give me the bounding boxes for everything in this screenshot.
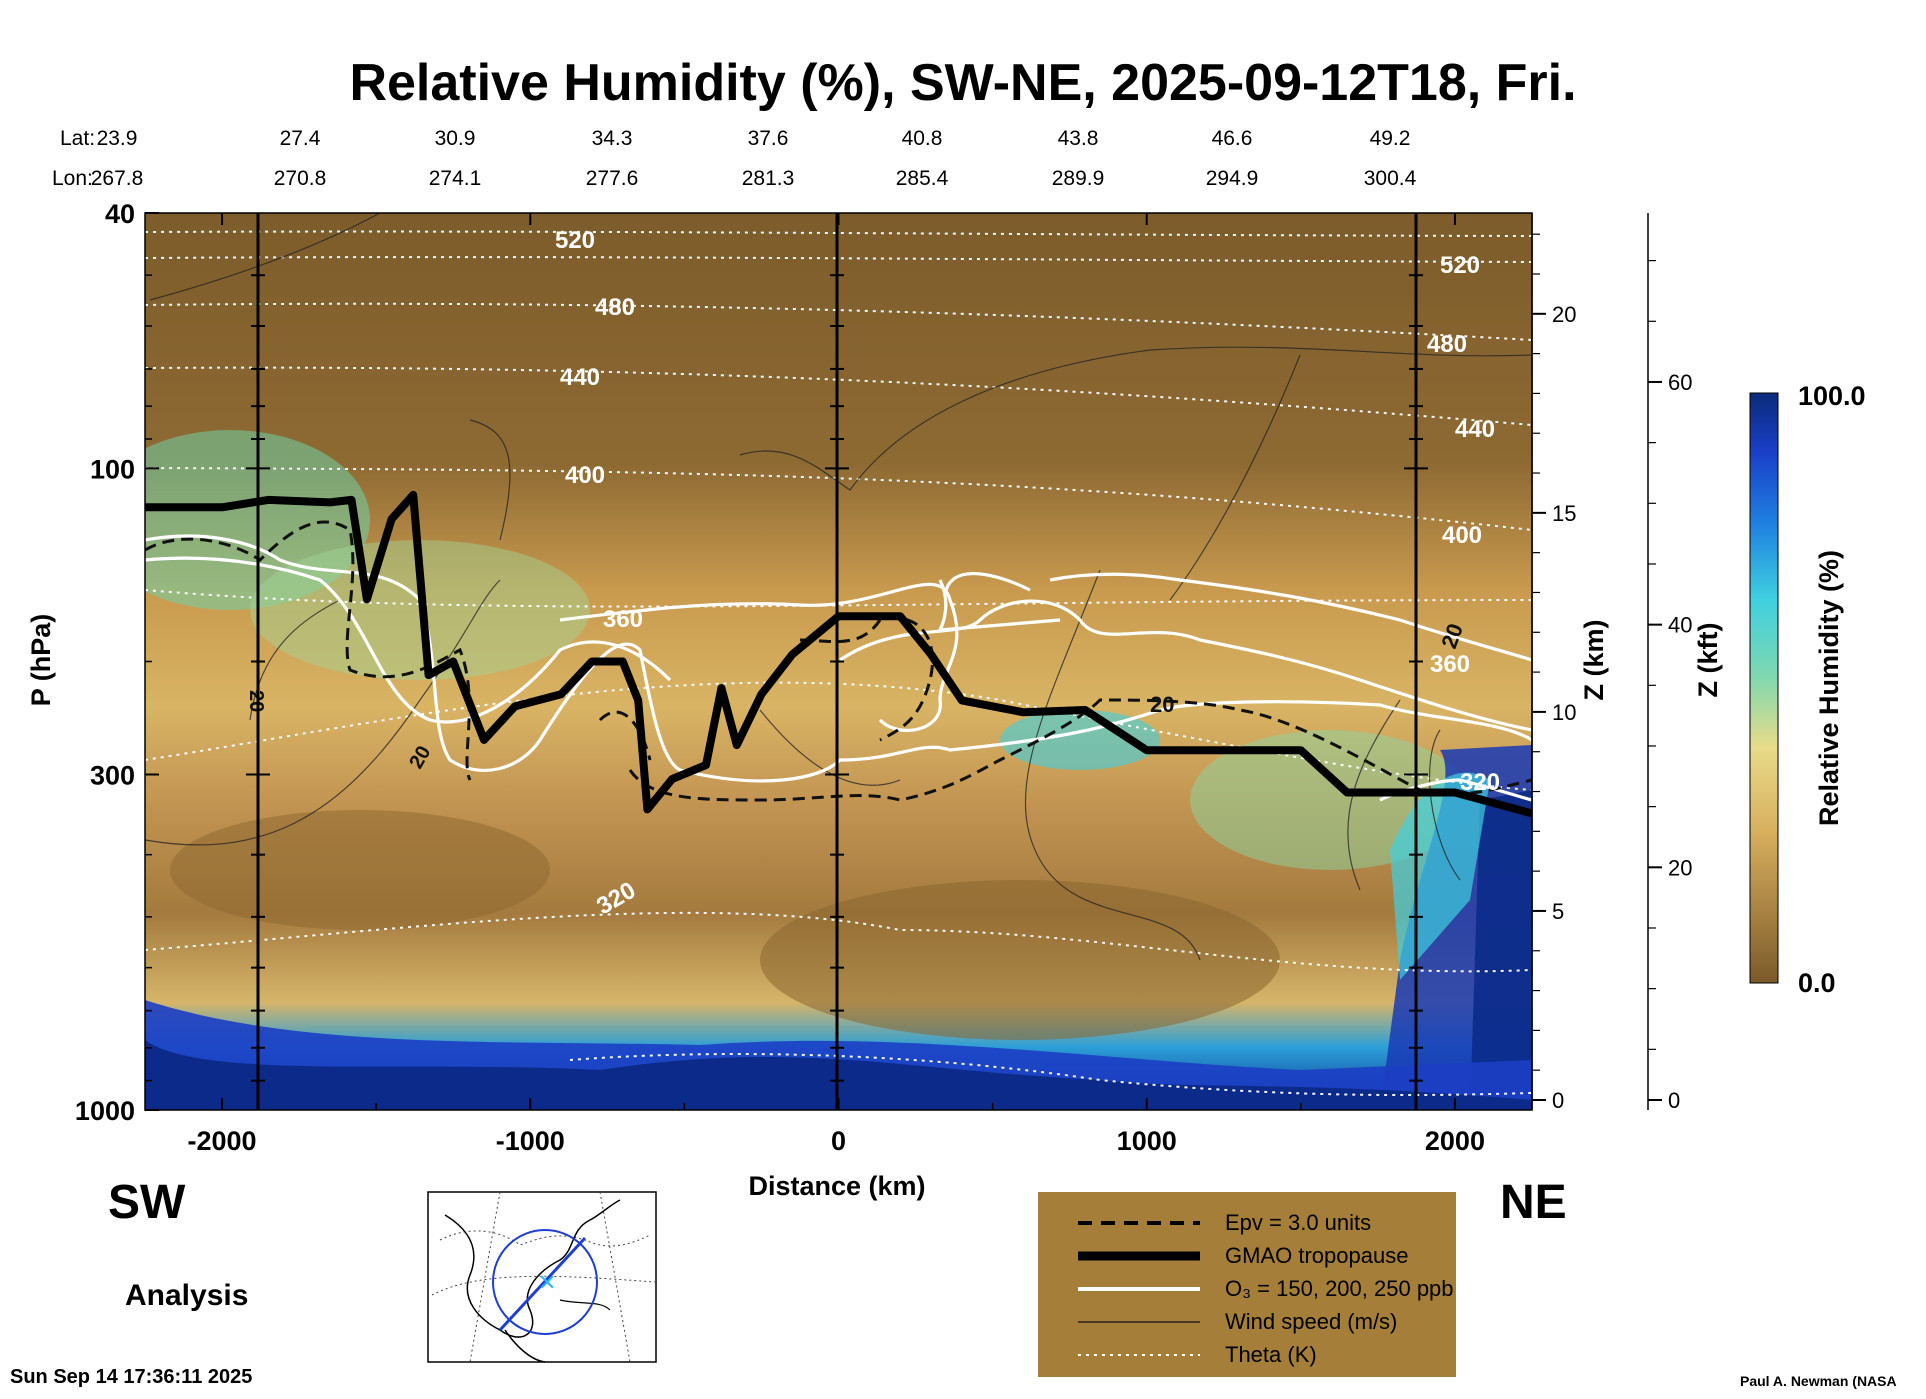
- theta-label-400: 400: [565, 462, 605, 489]
- tropopause-line: [145, 490, 1532, 818]
- lon-value: 294.9: [1206, 167, 1259, 190]
- y-tick-label: 100: [90, 454, 135, 484]
- lat-value: 23.9: [97, 127, 138, 150]
- lat-value: 27.4: [280, 127, 321, 150]
- lon-value: 267.8: [91, 167, 144, 190]
- lat-value: 49.2: [1370, 127, 1411, 150]
- lat-value: 43.8: [1058, 127, 1099, 150]
- z-kft-tick-label: 20: [1668, 855, 1692, 880]
- theta-label-480-right: 480: [1427, 331, 1467, 358]
- z-km-tick-label: 5: [1552, 899, 1564, 924]
- legend-wind-label: Wind speed (m/s): [1225, 1309, 1397, 1334]
- lat-value: 30.9: [435, 127, 476, 150]
- lon-value: 289.9: [1052, 167, 1105, 190]
- y-tick-label: 40: [105, 199, 135, 229]
- lon-value: 277.6: [586, 167, 639, 190]
- lon-value: 274.1: [429, 167, 482, 190]
- epv-contours: [145, 520, 1532, 802]
- section-marker-ticks: [246, 274, 1428, 1082]
- legend-epv-label: Epv = 3.0 units: [1225, 1210, 1371, 1235]
- legend: Epv = 3.0 units GMAO tropopause O₃ = 150…: [1038, 1192, 1456, 1377]
- theta-label-480: 480: [595, 294, 635, 321]
- rh-wet-right-core: [1470, 790, 1532, 1110]
- theta-label-360-right: 360: [1430, 651, 1470, 678]
- inset-map: ✕: [427, 1191, 657, 1363]
- z-kft-tick-label: 40: [1668, 613, 1692, 638]
- theta-label-520-right: 520: [1440, 252, 1480, 279]
- rh-dry-patch-left: [170, 810, 550, 930]
- theta-label-400-right: 400: [1442, 522, 1482, 549]
- colorbar-max: 100.0: [1798, 381, 1866, 411]
- rh-field: 520 480 440 400 360 320 520 480 440 400 …: [145, 213, 1532, 1110]
- wind-label-1: 20: [245, 690, 267, 712]
- lat-value: 37.6: [748, 127, 789, 150]
- colorbar: [1749, 392, 1779, 984]
- z-km-tick-label: 20: [1552, 302, 1576, 327]
- z-km-tick-label: 0: [1552, 1088, 1564, 1113]
- theta-label-360: 360: [603, 606, 643, 633]
- wind-label-3: 20: [1150, 692, 1174, 717]
- credit: Paul A. Newman (NASA: [1740, 1373, 1897, 1389]
- lon-value: 285.4: [896, 167, 949, 190]
- x-tick-label: -2000: [188, 1126, 257, 1156]
- y-tick-label: 300: [90, 760, 135, 790]
- theta-label-520: 520: [555, 227, 595, 254]
- lon-value: 300.4: [1364, 167, 1417, 190]
- chart-title: Relative Humidity (%), SW-NE, 2025-09-12…: [349, 54, 1576, 112]
- z-kft-tick-label: 0: [1668, 1088, 1680, 1113]
- x-tick-label: 1000: [1117, 1126, 1177, 1156]
- lon-value: 270.8: [274, 167, 327, 190]
- x-tick-label: -1000: [496, 1126, 565, 1156]
- theta-label-440: 440: [560, 364, 600, 391]
- y-axis: 40 100 300 1000: [75, 199, 159, 1126]
- product-label: Analysis: [125, 1279, 248, 1312]
- theta-label-440-right: 440: [1455, 416, 1495, 443]
- x-axis-label: Distance (km): [748, 1171, 925, 1201]
- theta-label-320-right: 320: [1460, 769, 1500, 796]
- z-km-axis: 0 5 10 15 20: [1532, 233, 1576, 1113]
- y-tick-label: 1000: [75, 1096, 135, 1126]
- x-axis: -2000 -1000 0 1000 2000: [188, 213, 1485, 1156]
- legend-ozone-label: O₃ = 150, 200, 250 ppb: [1225, 1276, 1454, 1301]
- sw-label: SW: [108, 1176, 186, 1229]
- lon-label: Lon:: [52, 167, 93, 190]
- lat-label: Lat:: [60, 127, 95, 150]
- timestamp: Sun Sep 14 17:36:11 2025: [10, 1366, 252, 1388]
- z-km-tick-label: 15: [1552, 501, 1576, 526]
- colorbar-label: Relative Humidity (%): [1814, 550, 1844, 826]
- z-km-tick-label: 10: [1552, 700, 1576, 725]
- lon-value: 281.3: [742, 167, 795, 190]
- svg-text:✕: ✕: [538, 1270, 556, 1295]
- z-kft-label: Z (kft): [1693, 623, 1723, 698]
- z-km-label: Z (km): [1579, 620, 1609, 701]
- legend-tropopause-label: GMAO tropopause: [1225, 1243, 1408, 1268]
- ne-label: NE: [1500, 1176, 1567, 1229]
- x-tick-label: 2000: [1425, 1126, 1485, 1156]
- z-kft-tick-label: 60: [1668, 370, 1692, 395]
- x-tick-label: 0: [831, 1126, 846, 1156]
- colorbar-min: 0.0: [1798, 968, 1836, 998]
- lat-value: 46.6: [1212, 127, 1253, 150]
- lat-value: 34.3: [592, 127, 633, 150]
- legend-theta-label: Theta (K): [1225, 1342, 1317, 1367]
- lat-lon-header: 23.9 27.4 30.9 34.3 37.6 40.8 43.8 46.6 49.2 267.…: [91, 127, 1417, 190]
- lat-value: 40.8: [902, 127, 943, 150]
- z-kft-axis: 0 20 40 60: [1648, 260, 1692, 1113]
- y-axis-label: P (hPa): [26, 614, 56, 707]
